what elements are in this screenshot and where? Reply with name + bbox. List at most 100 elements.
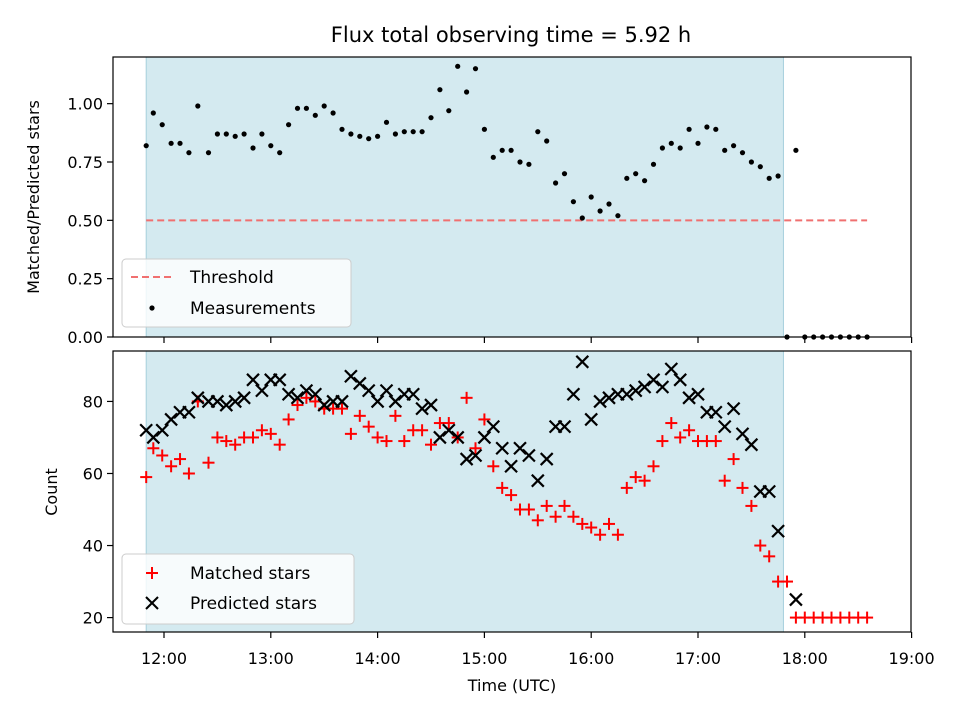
predicted-star-point bbox=[566, 387, 581, 402]
matched-star-point bbox=[442, 417, 455, 430]
matched-star-point bbox=[638, 474, 651, 487]
matched-star-point bbox=[211, 431, 224, 444]
bottom-xtick-label: 15:00 bbox=[461, 649, 507, 668]
bottom-xtick-label: 12:00 bbox=[141, 649, 187, 668]
predicted-star-point bbox=[442, 423, 456, 438]
legend-measurements-marker bbox=[149, 305, 155, 311]
matched-star-point bbox=[727, 453, 740, 466]
measurement-point bbox=[757, 164, 763, 170]
predicted-star-point bbox=[575, 355, 590, 369]
measurement-point bbox=[464, 89, 470, 95]
matched-star-point bbox=[362, 420, 375, 433]
predicted-star-point bbox=[219, 398, 234, 412]
measurement-point bbox=[303, 105, 309, 111]
measurement-point bbox=[177, 140, 183, 146]
matched-star-point bbox=[781, 575, 793, 588]
predicted-star-point bbox=[664, 362, 679, 376]
matched-star-point bbox=[229, 438, 242, 451]
matched-star-point bbox=[344, 427, 357, 440]
predicted-star-point bbox=[164, 412, 178, 427]
measurement-point bbox=[312, 112, 318, 118]
predicted-star-point bbox=[495, 441, 509, 456]
bottom-legend: Matched stars Predicted stars bbox=[121, 553, 355, 625]
matched-star-point bbox=[460, 391, 473, 404]
predicted-star-point bbox=[735, 427, 750, 441]
measurement-point bbox=[241, 131, 247, 137]
predicted-star-point bbox=[744, 437, 759, 452]
measurement-point bbox=[159, 122, 165, 128]
predicted-star-point bbox=[504, 459, 518, 474]
matched-star-point bbox=[389, 409, 402, 422]
measurement-point bbox=[195, 103, 201, 109]
measurement-point bbox=[490, 154, 496, 160]
matched-star-point bbox=[629, 471, 642, 484]
legend-threshold-label: Threshold bbox=[189, 268, 274, 288]
measurement-point bbox=[766, 175, 772, 181]
legend-matched-marker bbox=[146, 567, 158, 579]
matched-star-point bbox=[174, 453, 187, 466]
predicted-star-point bbox=[361, 383, 376, 398]
measurement-point bbox=[579, 215, 585, 221]
top-panel: 0.00 0.25 0.50 0.75 1.00 Matched/Predicted s… bbox=[24, 56, 913, 347]
predicted-star-point bbox=[584, 412, 598, 427]
measurement-point bbox=[739, 150, 746, 156]
predicted-star-point bbox=[370, 394, 385, 409]
predicted-star-point bbox=[513, 441, 527, 456]
matched-star-point bbox=[140, 471, 153, 484]
measurement-point bbox=[392, 131, 398, 137]
matched-star-point bbox=[380, 435, 393, 448]
measurement-point bbox=[168, 140, 174, 146]
predicted-star-point bbox=[628, 383, 643, 398]
predicted-star-point bbox=[308, 387, 323, 402]
measurement-point bbox=[214, 131, 220, 137]
measurement-point bbox=[143, 143, 149, 149]
predicted-star-point bbox=[335, 394, 349, 409]
matched-star-point bbox=[165, 460, 178, 473]
matched-star-point bbox=[247, 431, 259, 444]
matched-star-point bbox=[371, 431, 384, 444]
predicted-star-point bbox=[433, 430, 447, 445]
measurement-point bbox=[223, 131, 229, 137]
measurement-point bbox=[294, 105, 301, 111]
measurement-point bbox=[286, 122, 292, 128]
predicted-star-point bbox=[726, 401, 741, 416]
top-ytick-label: 1.00 bbox=[67, 95, 103, 114]
predicted-star-point bbox=[646, 373, 661, 387]
predicted-star-point bbox=[182, 405, 196, 420]
matched-star-point bbox=[282, 413, 295, 426]
top-ytick-label: 0.00 bbox=[67, 328, 103, 347]
predicted-star-point bbox=[228, 394, 242, 409]
predicted-star-point bbox=[468, 448, 483, 463]
matched-star-point bbox=[220, 435, 233, 448]
measurement-point bbox=[668, 140, 674, 146]
matched-star-point bbox=[620, 481, 633, 494]
legend-measurements-label: Measurements bbox=[190, 299, 316, 319]
top-ylabel: Matched/Predicted stars bbox=[24, 100, 43, 294]
measurement-point bbox=[526, 161, 532, 167]
matched-star-point bbox=[291, 399, 304, 412]
matched-star-point bbox=[147, 442, 160, 455]
top-ytick-label: 0.50 bbox=[67, 211, 103, 230]
top-legend: Threshold Measurements bbox=[121, 258, 352, 328]
measurement-point bbox=[366, 136, 372, 142]
measurement-point bbox=[642, 178, 648, 184]
predicted-star-point bbox=[353, 376, 367, 391]
measurement-point bbox=[659, 145, 666, 151]
measurement-point bbox=[695, 140, 701, 146]
predicted-star-point bbox=[237, 391, 251, 405]
measurement-point bbox=[570, 199, 577, 205]
predicted-star-point bbox=[379, 383, 394, 398]
bottom-legend-box bbox=[121, 553, 355, 625]
predicted-star-point bbox=[299, 383, 314, 398]
measurement-point bbox=[375, 133, 381, 139]
measurement-point bbox=[677, 145, 683, 151]
top-plot-frame bbox=[112, 56, 912, 338]
legend-predicted-label: Predicted stars bbox=[190, 594, 317, 614]
measurement-point bbox=[472, 66, 479, 72]
measurement-point bbox=[517, 159, 523, 165]
predicted-star-point bbox=[717, 419, 732, 434]
measurement-point bbox=[259, 131, 265, 137]
matched-star-point bbox=[336, 402, 348, 415]
predicted-star-point bbox=[709, 405, 723, 420]
